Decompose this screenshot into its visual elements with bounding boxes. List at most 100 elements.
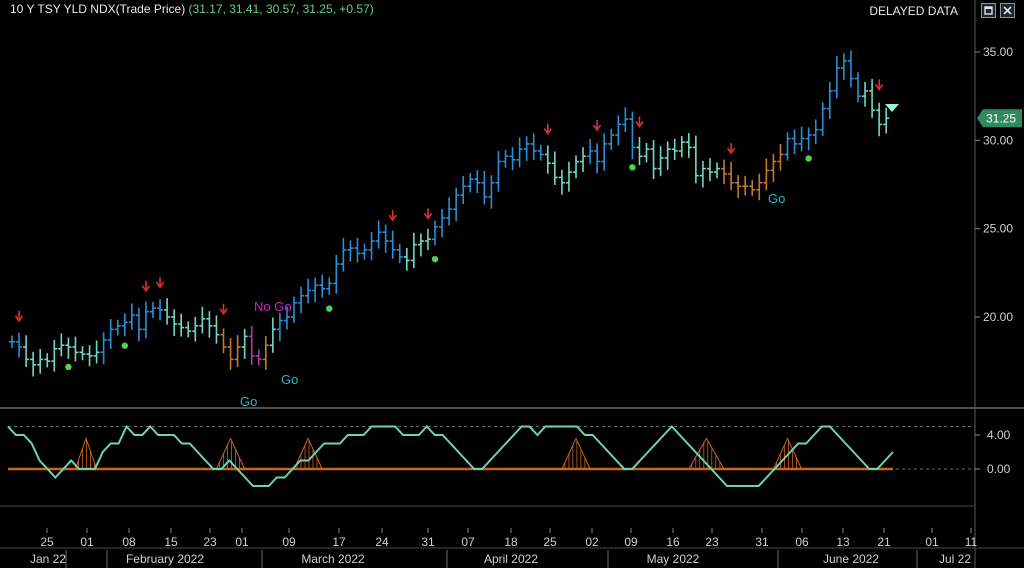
price-bar [558, 169, 565, 195]
green-dot [629, 164, 636, 171]
price-bar [347, 240, 354, 262]
go-label: Go [768, 191, 785, 206]
price-bar [51, 339, 58, 372]
date-tick-label: 08 [122, 535, 136, 549]
maximize-button[interactable] [981, 3, 996, 18]
last-price-tag: 31.25 [977, 109, 1022, 128]
price-bar [178, 313, 185, 337]
red-arrow-head [874, 83, 884, 91]
price-bar [819, 102, 826, 136]
price-bar [481, 170, 488, 205]
price-bar [417, 233, 424, 257]
chart-header: 10 Y TSY YLD NDX(Trade Price) (31.17, 31… [10, 2, 374, 16]
price-bar [283, 306, 290, 330]
price-bar [65, 337, 72, 359]
red-down-arrow [388, 210, 397, 222]
month-label: Jul 22 [939, 552, 971, 566]
price-bar [735, 175, 742, 199]
red-arrow-head [592, 124, 602, 132]
month-label: March 2022 [301, 552, 365, 566]
price-bar [826, 81, 833, 119]
month-label: Jan 22 [30, 552, 66, 566]
date-tick-label: 01 [235, 535, 249, 549]
price-bar [206, 311, 213, 338]
price-bar [812, 119, 819, 145]
price-bar [742, 175, 749, 196]
price-bar [692, 135, 699, 184]
price-bar [58, 333, 65, 357]
price-bar [361, 243, 368, 260]
price-bar [862, 81, 869, 107]
oscillator-hatch [215, 437, 246, 470]
price-bar [142, 301, 149, 339]
go-label: Go [240, 394, 257, 409]
red-arrow-head [543, 128, 552, 135]
date-tick-label: 31 [421, 535, 435, 549]
price-bar [171, 309, 178, 336]
price-bar [636, 136, 643, 166]
red-arrow-head [423, 212, 433, 220]
date-tick-label: 25 [543, 535, 557, 549]
price-bar [664, 141, 671, 170]
close-icon [1003, 6, 1012, 15]
price-bar [840, 53, 847, 80]
close-button[interactable] [1000, 3, 1015, 18]
price-bar [791, 129, 798, 155]
oscillator-tick-label: 4.00 [987, 428, 1011, 442]
price-bar [453, 187, 460, 222]
symbol-title: 10 Y TSY YLD NDX(Trade Price) [10, 2, 186, 16]
price-bar [537, 144, 544, 161]
price-bar [551, 151, 558, 186]
price-bar [643, 142, 650, 163]
red-arrow-head [14, 315, 24, 323]
price-bar [248, 326, 255, 365]
price-bar [587, 139, 594, 164]
price-bar [375, 220, 382, 249]
date-tick-label: 07 [461, 535, 475, 549]
green-dot [65, 363, 72, 371]
price-bar [79, 346, 86, 361]
hatch-outline [215, 437, 246, 470]
price-bar [798, 126, 805, 152]
oscillator-line [7, 424, 894, 487]
price-bar [220, 328, 227, 354]
price-bar [164, 298, 171, 325]
hatch-outline [688, 437, 725, 470]
green-dot [326, 305, 333, 312]
date-tick-label: 15 [164, 535, 178, 549]
red-arrow-head [219, 308, 228, 316]
price-bar [262, 336, 269, 370]
price-bar [368, 232, 375, 261]
price-bar [685, 133, 692, 158]
price-bar [93, 340, 100, 364]
price-bar [107, 318, 114, 349]
month-label: June 2022 [823, 552, 879, 566]
last-price-label: 31.25 [986, 111, 1016, 125]
price-bar [629, 111, 636, 160]
price-bar [150, 301, 156, 318]
price-bar [86, 345, 93, 367]
price-bar [650, 140, 657, 180]
price-bar [706, 158, 713, 182]
no-go-label: No Go [254, 299, 292, 314]
red-arrow-head [635, 121, 644, 128]
date-tick-label: 01 [925, 535, 939, 549]
price-bar [721, 159, 728, 185]
red-arrow-head [141, 285, 151, 293]
oscillator-tick-label: 0.00 [987, 462, 1011, 476]
oscillator-hatch [561, 437, 591, 470]
price-bar [460, 175, 467, 205]
price-bar [770, 153, 777, 183]
red-down-arrow [423, 208, 433, 220]
price-bar [269, 317, 276, 353]
price-bar [784, 132, 791, 161]
price-bar [37, 348, 44, 374]
price-bar [128, 303, 135, 330]
price-bar [833, 56, 840, 99]
date-tick-label: 21 [877, 535, 891, 549]
date-tick-label: 02 [585, 535, 599, 549]
price-bar [565, 161, 572, 192]
price-bar [763, 158, 770, 191]
price-bar [432, 220, 438, 246]
